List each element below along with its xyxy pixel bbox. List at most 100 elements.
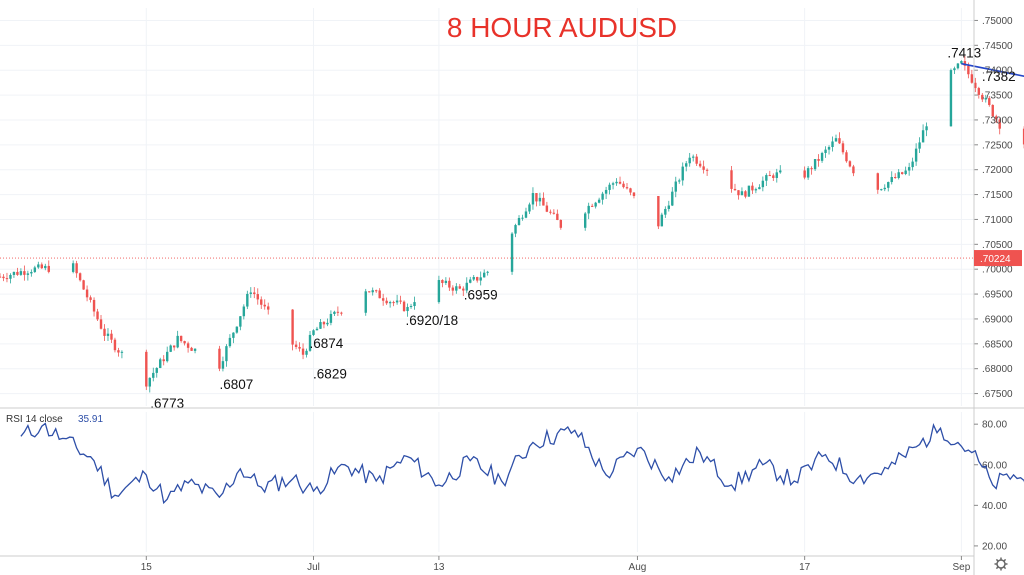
candle-body: [221, 361, 225, 369]
candle-body: [601, 193, 604, 200]
candle-body: [458, 286, 461, 289]
candle-body: [375, 290, 378, 292]
candle-body: [465, 282, 468, 291]
candle-body: [967, 65, 970, 75]
candle-body: [92, 299, 96, 312]
candle-body: [960, 61, 963, 64]
swing-label: .6807: [219, 377, 253, 392]
candle-body: [312, 330, 315, 335]
current-price-badge: [974, 250, 1022, 267]
candle-body: [995, 116, 998, 120]
candle-body: [657, 195, 660, 227]
candle-body: [85, 289, 89, 298]
price-tick-label: .73000: [982, 115, 1013, 126]
candle-body: [824, 149, 827, 153]
candle-body: [779, 170, 782, 173]
candle-body: [455, 286, 458, 291]
candle-body: [5, 278, 9, 280]
candle-body: [232, 332, 235, 338]
candle-body: [256, 294, 259, 300]
candle-body: [486, 271, 489, 273]
candle-body: [991, 104, 994, 117]
candle-body: [263, 304, 266, 307]
candle-body: [336, 311, 340, 313]
candle-body: [841, 143, 845, 153]
candle-body: [172, 345, 176, 348]
candle-body: [733, 188, 737, 191]
candle-body: [378, 290, 381, 299]
candle-body: [751, 185, 754, 191]
candle-body: [110, 333, 113, 340]
candle-body: [584, 213, 587, 228]
candle-body: [176, 335, 179, 348]
candle-body: [594, 202, 597, 207]
candle-body: [78, 273, 82, 281]
candle-body: [99, 319, 103, 329]
candle-body: [549, 211, 552, 213]
rsi-tick-label: 80.00: [982, 420, 1007, 431]
candle-body: [949, 70, 953, 127]
candle-body: [981, 94, 984, 100]
candle-body: [2, 276, 5, 279]
candle-body: [462, 288, 465, 291]
candle-body: [542, 197, 545, 206]
candle-body: [848, 161, 852, 167]
candle-body: [615, 181, 618, 184]
candle-body: [402, 301, 406, 312]
candle-body: [33, 267, 37, 272]
rsi-tick-label: 60.00: [982, 460, 1007, 471]
candle-body: [998, 119, 1001, 129]
candle-body: [590, 205, 594, 207]
price-tick-label: .67500: [982, 389, 1013, 400]
candle-body: [47, 265, 50, 272]
time-tick-label: 13: [433, 562, 445, 573]
candle-body: [918, 142, 921, 149]
candle-body: [803, 170, 806, 178]
candle-body: [810, 168, 813, 170]
candle-body: [517, 217, 521, 226]
candle-body: [671, 191, 674, 206]
candle-body: [744, 191, 747, 197]
candle-body: [186, 343, 190, 348]
candle-body: [364, 291, 367, 313]
candle-body: [524, 211, 528, 218]
candle-body: [629, 188, 632, 193]
candle-body: [820, 152, 824, 161]
candle-body: [294, 344, 298, 347]
price-tick-label: .69500: [982, 290, 1013, 301]
candle-body: [538, 197, 542, 202]
candle-body: [747, 185, 751, 197]
candle-body: [765, 175, 768, 181]
candle-body: [381, 298, 385, 301]
settings-gear-icon[interactable]: [994, 557, 1008, 571]
candle-body: [37, 264, 40, 268]
price-tick-label: .69000: [982, 314, 1013, 325]
candle-body: [249, 292, 252, 294]
candle-body: [705, 169, 709, 171]
candle-body: [399, 300, 402, 302]
price-tick-label: .68500: [982, 339, 1013, 350]
candle-body: [632, 192, 636, 196]
candle-body: [476, 277, 479, 281]
candle-body: [315, 328, 319, 331]
candle-body: [183, 341, 186, 344]
candle-body: [953, 68, 956, 71]
candle-body: [298, 346, 301, 349]
candle-body: [385, 300, 388, 304]
candle-body: [71, 263, 75, 272]
time-axis: 15Jul13Aug17Sep14Oct19Nov16: [141, 556, 971, 573]
price-tick-label: .72500: [982, 140, 1013, 151]
candle-body: [887, 182, 890, 188]
candle-body: [96, 311, 99, 320]
swing-label: .6829: [313, 366, 347, 381]
candle-body: [674, 181, 677, 192]
candle-body: [44, 265, 47, 269]
candle-body: [371, 290, 374, 293]
candle-body: [740, 191, 744, 196]
candle-body: [754, 189, 758, 191]
candle-body: [775, 172, 778, 178]
rsi-indicator-label: RSI 14 close: [6, 414, 63, 425]
candle-body: [691, 156, 695, 158]
